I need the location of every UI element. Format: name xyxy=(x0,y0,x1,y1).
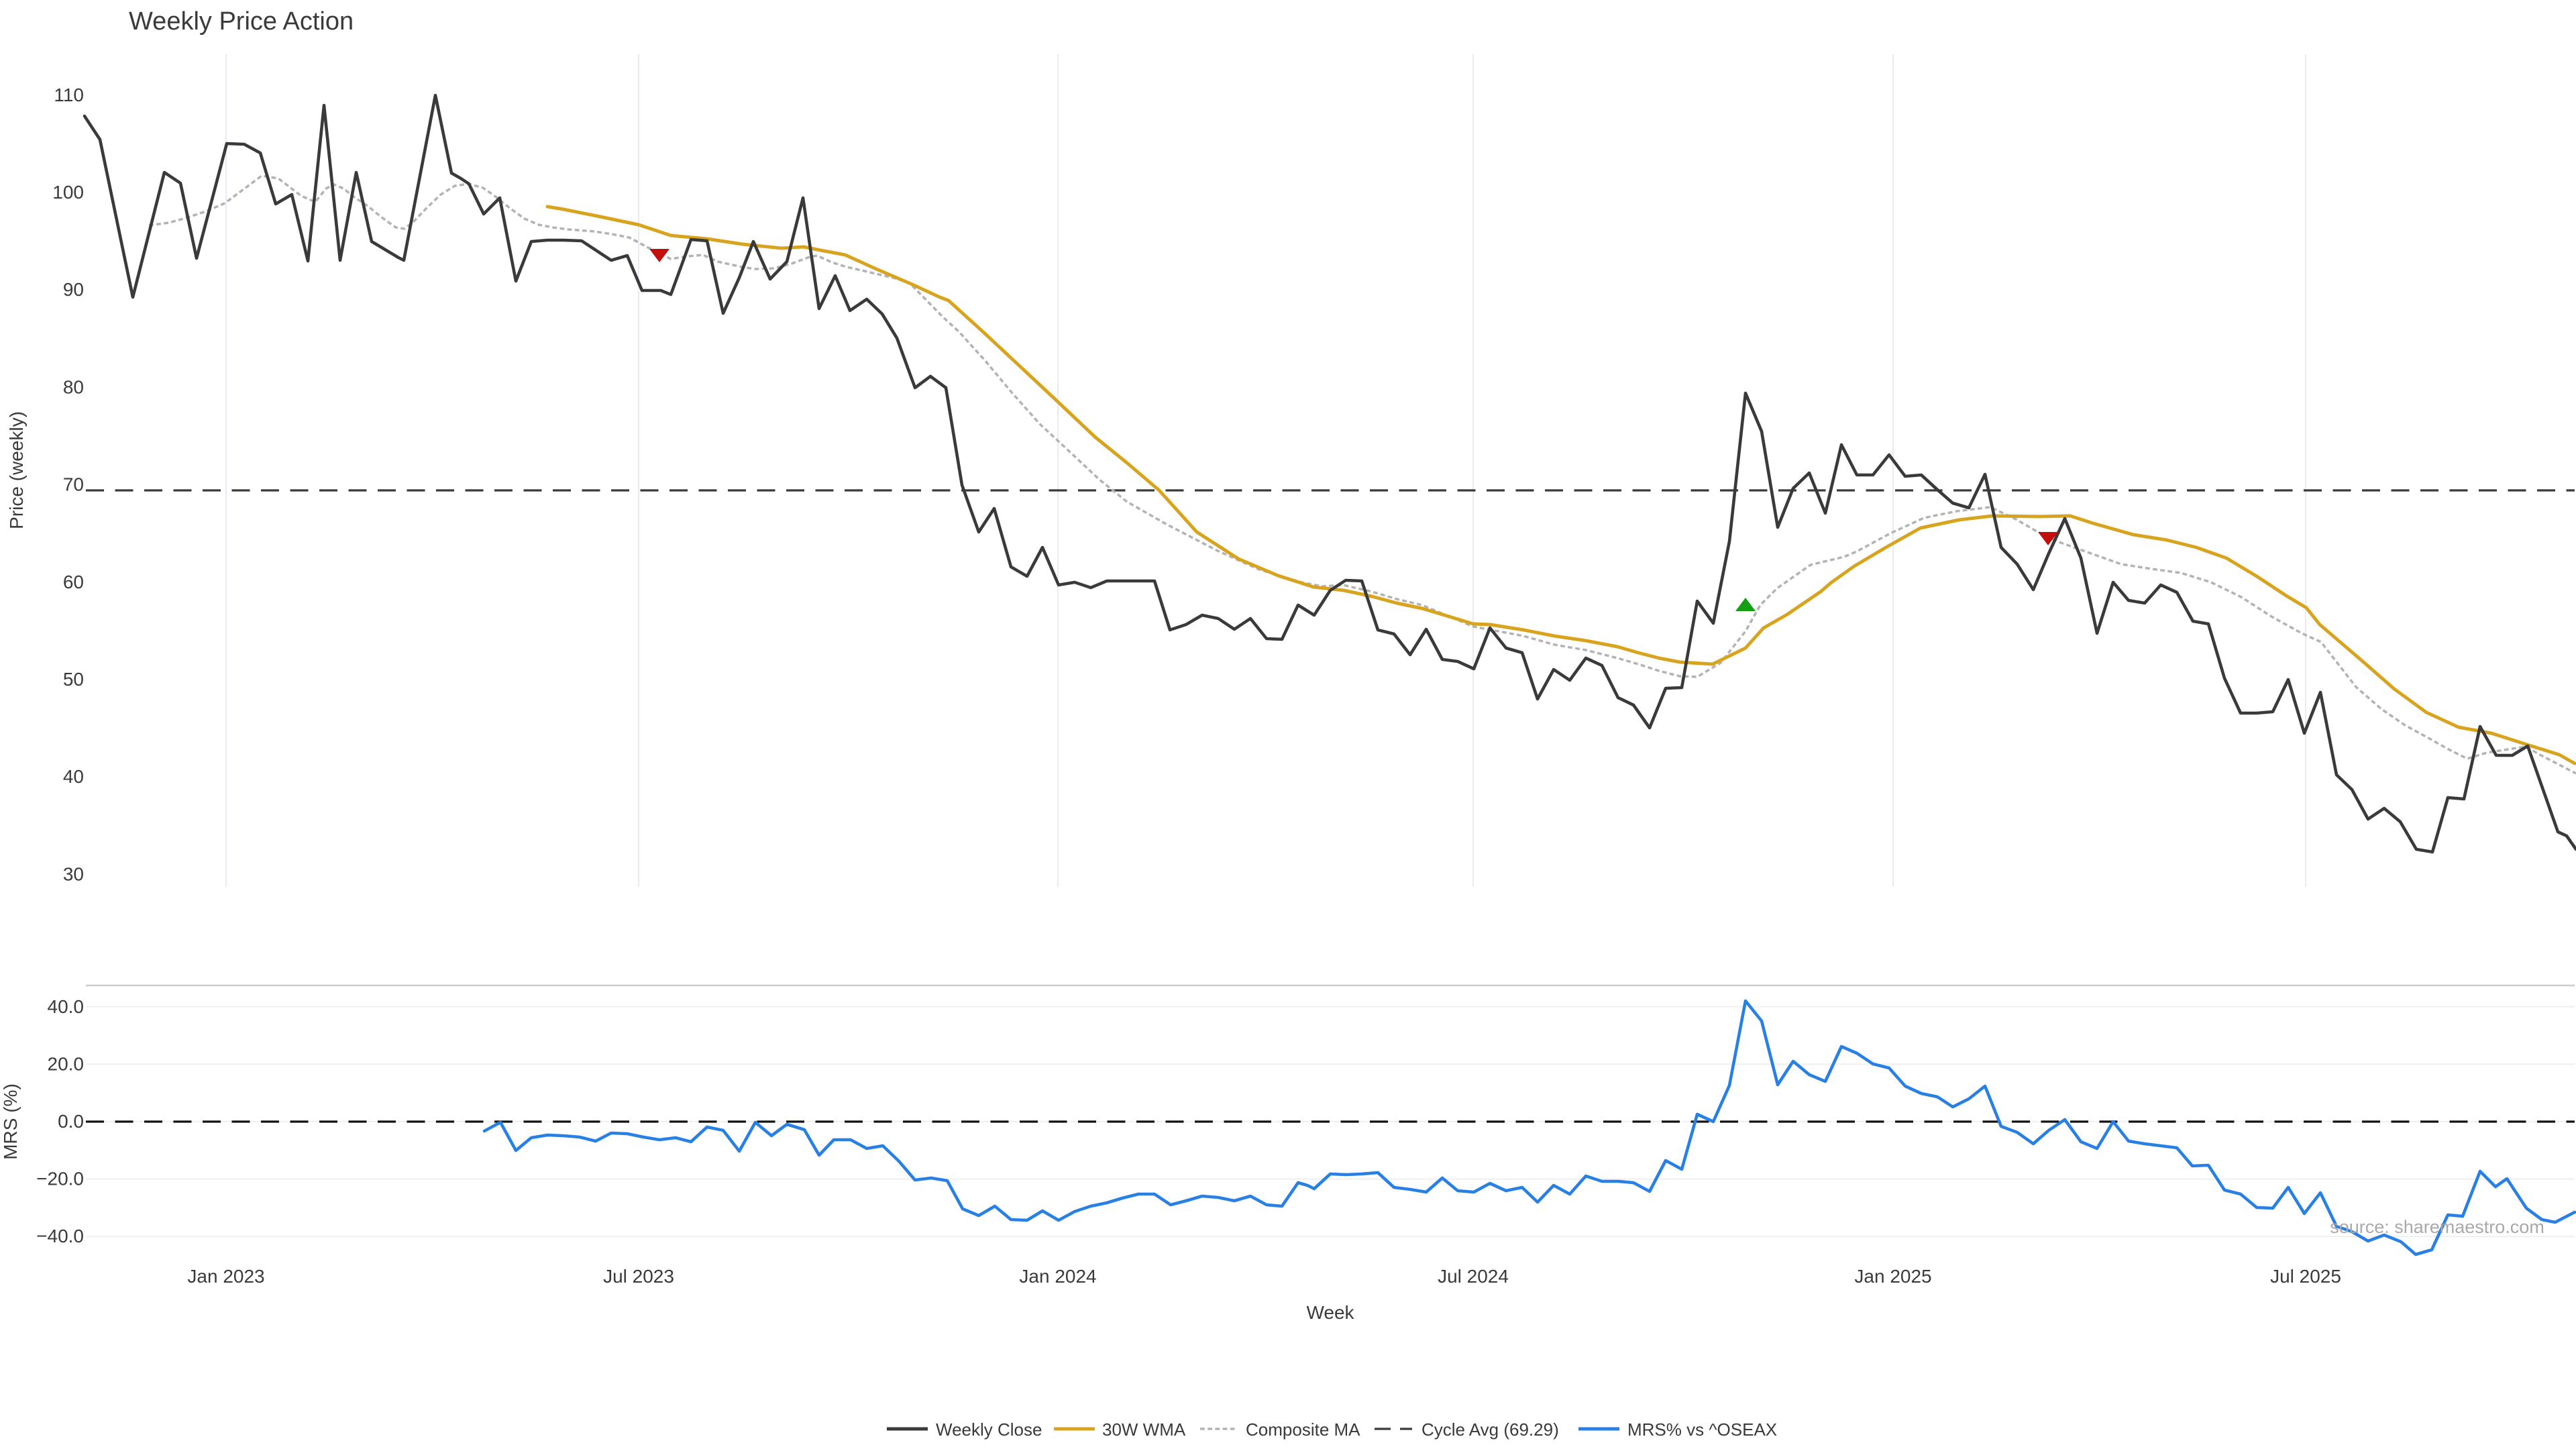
svg-text:80: 80 xyxy=(63,376,84,397)
svg-text:Price (weekly): Price (weekly) xyxy=(6,411,27,529)
svg-text:70: 70 xyxy=(63,474,84,495)
svg-text:60: 60 xyxy=(63,572,84,592)
svg-text:MRS (%): MRS (%) xyxy=(0,1083,21,1160)
svg-text:110: 110 xyxy=(54,85,84,105)
svg-text:Jan 2025: Jan 2025 xyxy=(1854,1266,1931,1287)
svg-text:30: 30 xyxy=(63,863,84,884)
svg-text:20.0: 20.0 xyxy=(48,1053,85,1074)
svg-text:0.0: 0.0 xyxy=(58,1111,84,1132)
svg-text:30W WMA: 30W WMA xyxy=(1102,1419,1186,1440)
svg-text:Jul 2023: Jul 2023 xyxy=(603,1266,674,1287)
svg-text:Weekly Price Action: Weekly Price Action xyxy=(129,7,354,36)
svg-text:Cycle Avg (69.29): Cycle Avg (69.29) xyxy=(1421,1419,1559,1440)
svg-text:90: 90 xyxy=(63,279,84,300)
svg-text:100: 100 xyxy=(52,182,84,203)
svg-text:Jul 2025: Jul 2025 xyxy=(2270,1266,2341,1287)
svg-text:50: 50 xyxy=(63,669,84,690)
svg-text:Jul 2024: Jul 2024 xyxy=(1438,1266,1509,1287)
svg-text:40.0: 40.0 xyxy=(48,996,85,1017)
svg-text:Jan 2023: Jan 2023 xyxy=(187,1266,264,1287)
svg-text:MRS% vs ^OSEAX: MRS% vs ^OSEAX xyxy=(1627,1419,1777,1440)
svg-text:Weekly Close: Weekly Close xyxy=(936,1419,1042,1440)
svg-text:40: 40 xyxy=(63,766,84,787)
svg-text:−40.0: −40.0 xyxy=(36,1226,84,1246)
svg-text:−20.0: −20.0 xyxy=(36,1169,84,1189)
svg-text:Composite MA: Composite MA xyxy=(1246,1419,1360,1440)
svg-text:source: sharemaestro.com: source: sharemaestro.com xyxy=(2330,1217,2544,1237)
svg-text:Week: Week xyxy=(1306,1302,1354,1323)
svg-text:Jan 2024: Jan 2024 xyxy=(1019,1266,1096,1287)
